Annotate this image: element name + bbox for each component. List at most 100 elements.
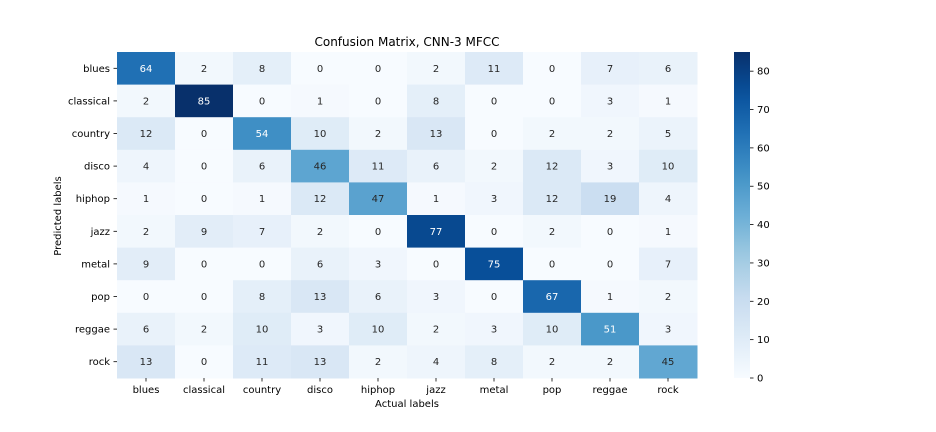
cell-value-label: 10 (372, 325, 385, 336)
cell-value-label: 4 (665, 194, 671, 205)
colorbar-tick-label: 70 (757, 105, 770, 116)
cell-value-label: 2 (375, 357, 381, 368)
cell-value-label: 6 (317, 259, 323, 270)
cell-value-label: 77 (430, 227, 443, 238)
heatmap-cell (349, 149, 408, 183)
cell-value-label: 1 (665, 227, 671, 238)
cell-value-label: 8 (259, 292, 265, 303)
heatmap-cell (407, 280, 466, 314)
cell-value-label: 5 (665, 129, 671, 140)
cell-value-label: 2 (665, 292, 671, 303)
colorbar-tick-label: 60 (757, 143, 770, 154)
heatmap-cell (175, 52, 234, 86)
heatmap-cell (639, 215, 698, 249)
chart-title: Confusion Matrix, CNN-3 MFCC (314, 35, 499, 49)
colorbar-tick-label: 50 (757, 182, 770, 193)
cell-value-label: 4 (433, 357, 439, 368)
cell-value-label: 0 (201, 194, 207, 205)
cell-value-label: 1 (607, 292, 613, 303)
heatmap-cell (465, 247, 524, 281)
heatmap-cell (407, 182, 466, 216)
heatmap-cell (407, 215, 466, 249)
heatmap-cell (465, 52, 524, 86)
cell-value-label: 12 (314, 194, 327, 205)
cell-value-label: 2 (375, 129, 381, 140)
cell-value-label: 7 (665, 259, 671, 270)
y-tick-label: metal (81, 259, 110, 270)
heatmap-cell (465, 215, 524, 249)
cell-value-label: 64 (140, 64, 153, 75)
heatmap-cell (117, 84, 176, 118)
heatmap-cell (291, 215, 350, 249)
heatmap-cell (349, 84, 408, 118)
cell-value-label: 2 (433, 325, 439, 336)
x-tick-label: hiphop (361, 385, 395, 396)
heatmap-cell (175, 312, 234, 346)
cell-value-label: 0 (143, 292, 149, 303)
heatmap-cell (465, 280, 524, 314)
x-axis-label: Actual labels (375, 399, 439, 410)
cell-value-label: 11 (256, 357, 269, 368)
heatmap-cell (117, 345, 176, 379)
cell-value-label: 6 (665, 64, 671, 75)
cell-value-label: 0 (607, 259, 613, 270)
cell-value-label: 10 (546, 325, 559, 336)
heatmap-cell (581, 117, 640, 151)
cell-value-label: 10 (256, 325, 269, 336)
colorbar-ticks: 0 10 20 30 40 50 60 70 80 (750, 67, 770, 385)
x-tick-label: pop (543, 385, 562, 396)
heatmap-cell (639, 84, 698, 118)
heatmap-cell (407, 312, 466, 346)
cell-value-label: 51 (604, 325, 617, 336)
heatmap-cell (349, 215, 408, 249)
colorbar-tick-label: 40 (757, 220, 770, 231)
colorbar-tick-label: 20 (757, 297, 770, 308)
heatmap-cell (349, 117, 408, 151)
cell-value-label: 1 (665, 96, 671, 107)
cell-value-label: 46 (314, 162, 327, 173)
cell-value-label: 6 (433, 162, 439, 173)
heatmap-cell (117, 52, 176, 86)
heatmap-cell (523, 149, 582, 183)
cell-value-label: 6 (143, 325, 149, 336)
heatmap-cell (291, 149, 350, 183)
cell-value-label: 3 (607, 96, 613, 107)
heatmap-cell (175, 149, 234, 183)
cell-value-label: 1 (259, 194, 265, 205)
heatmap-cell (581, 247, 640, 281)
heatmap-cell (465, 345, 524, 379)
y-axis-label: Predicted labels (53, 176, 64, 256)
cell-value-label: 2 (317, 227, 323, 238)
heatmap-cell (639, 345, 698, 379)
heatmap-cell (291, 312, 350, 346)
heatmap-cell (639, 149, 698, 183)
cell-value-label: 0 (491, 292, 497, 303)
y-tick-label: reggae (75, 325, 110, 336)
heatmap-cell (117, 215, 176, 249)
heatmap-cell (581, 52, 640, 86)
cell-value-label: 10 (662, 162, 675, 173)
y-tick-label: classical (68, 96, 110, 107)
heatmap-cell (407, 84, 466, 118)
heatmap-cell (465, 117, 524, 151)
colorbar-tick-label: 30 (757, 258, 770, 269)
cell-value-label: 0 (549, 259, 555, 270)
heatmap-cell (639, 312, 698, 346)
heatmap-cell (581, 215, 640, 249)
heatmap-cell (407, 117, 466, 151)
cell-value-label: 1 (143, 194, 149, 205)
heatmap-cell (233, 215, 292, 249)
cell-value-label: 2 (549, 357, 555, 368)
cell-value-label: 7 (259, 227, 265, 238)
cell-value-label: 6 (259, 162, 265, 173)
colorbar-tick-label: 80 (757, 67, 770, 78)
cell-value-label: 0 (549, 64, 555, 75)
heatmap-cell (117, 182, 176, 216)
heatmap-cell (639, 117, 698, 151)
heatmap-cell (291, 182, 350, 216)
heatmap-cell (639, 52, 698, 86)
cell-value-label: 0 (433, 259, 439, 270)
cell-value-label: 2 (549, 227, 555, 238)
heatmap-cell (291, 52, 350, 86)
